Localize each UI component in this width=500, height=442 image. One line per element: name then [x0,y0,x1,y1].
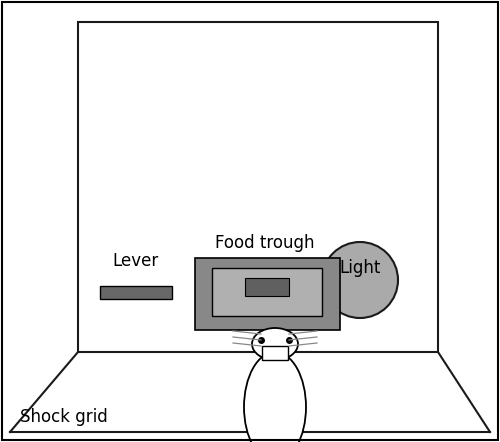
Bar [100,286,172,299]
Ellipse shape [244,352,306,442]
Ellipse shape [252,328,298,360]
Text: Light: Light [340,259,380,277]
Text: Lever: Lever [112,252,158,270]
Bar [195,258,340,330]
Text: Food trough: Food trough [215,234,315,252]
Bar [78,22,438,352]
Text: Shock grid: Shock grid [20,408,108,426]
Circle shape [322,242,398,318]
Bar [212,268,322,316]
Bar [262,346,288,360]
Bar [245,278,289,296]
